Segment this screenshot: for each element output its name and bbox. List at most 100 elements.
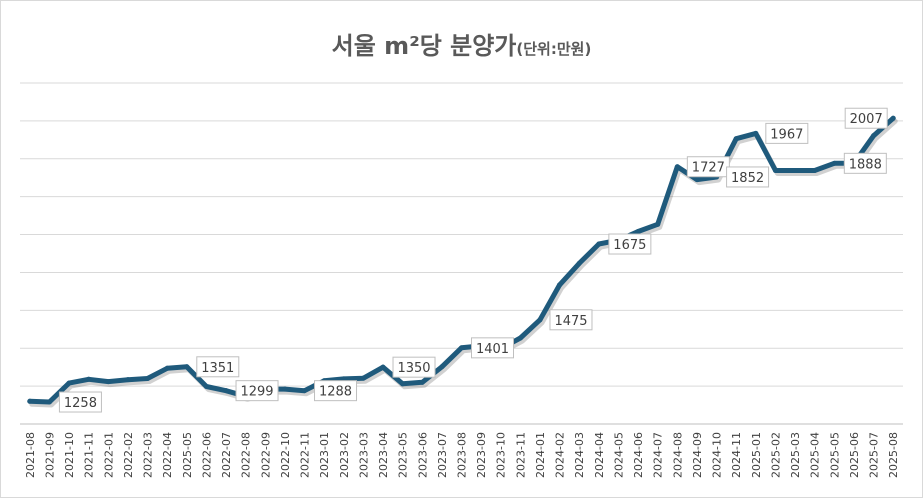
x-tick-label: 2022-11 [299,432,312,478]
data-point [537,317,543,323]
data-point [772,168,778,174]
data-point [400,381,406,387]
x-tick-label: 2025-05 [181,432,194,478]
x-tick-label: 2025-02 [769,432,782,478]
data-label-box [196,356,240,378]
data-point [517,335,523,341]
data-point [223,388,229,394]
x-tick-label: 2022-09 [259,432,272,478]
chart-unit-note: (단위:만원) [516,40,592,58]
data-label: 1288 [319,385,352,400]
data-point [459,345,464,351]
data-label-box [844,107,888,129]
data-point [871,133,877,139]
data-point [439,364,445,370]
data-label: 2007 [850,112,883,127]
data-label-box [726,166,770,188]
data-label-box [471,337,514,359]
x-tick-label: 2022-02 [122,432,135,478]
data-label: 1401 [476,342,509,357]
data-point [733,136,739,142]
x-tick-label: 2022-08 [240,432,253,478]
x-tick-label: 2023-02 [338,432,351,478]
data-point [831,160,837,166]
data-point [635,229,641,235]
data-point [890,115,896,121]
data-point [419,379,425,385]
x-tick-label: 2023-03 [357,432,370,478]
data-point [360,375,366,381]
data-point [380,364,386,370]
data-label-box [843,152,887,174]
x-tick-label: 2025-04 [809,432,822,478]
x-tick-label: 2025-08 [887,432,900,478]
chart-title-block: 서울 m²당 분양가(단위:만원) [0,26,923,61]
data-label: 1350 [397,361,430,376]
x-tick-label: 2024-06 [632,432,645,478]
x-tick-label: 2025-01 [750,432,763,478]
x-tick-label: 2024-03 [573,432,586,478]
x-tick-label: 2024-02 [554,432,567,478]
data-point [655,221,661,227]
data-point [792,168,798,174]
x-tick-label: 2024-07 [652,432,665,478]
data-point [125,377,131,383]
data-label-box [549,309,593,331]
data-point [105,379,111,385]
data-label: 1967 [770,127,803,142]
x-tick-label: 2022-04 [161,432,174,478]
x-tick-label: 2023-04 [377,432,390,478]
x-tick-label: 2024-08 [671,432,684,478]
data-point [812,168,818,174]
data-label-box [392,356,436,378]
x-tick-label: 2022-03 [142,432,155,478]
data-point [694,177,700,183]
x-tick-label: 2025-05 [828,432,841,478]
x-tick-label: 2023-09 [475,432,488,478]
data-label: 1299 [240,385,273,400]
data-label-box [314,380,358,402]
data-point [164,365,170,371]
x-tick-label: 2021-09 [43,432,56,478]
x-tick-label: 2023-01 [318,432,331,478]
x-tick-label: 2024-11 [730,432,743,478]
x-tick-label: 2023-10 [495,432,508,478]
x-tick-label: 2021-10 [63,432,76,478]
data-label: 1852 [731,171,764,186]
x-tick-label: 2022-06 [200,432,213,478]
data-point [576,260,582,266]
data-label: 1888 [849,157,882,172]
data-point [282,386,288,392]
series-line [27,115,896,405]
series-line-shadow [29,118,898,408]
data-label: 1258 [64,396,97,411]
x-tick-label: 2023-05 [397,432,410,478]
data-label: 1675 [613,238,646,253]
data-point [86,376,92,382]
data-point [596,241,602,247]
x-tick-label: 2025-07 [868,432,881,478]
data-point [145,376,151,382]
data-point [27,398,33,404]
data-label-box [765,122,809,144]
x-tick-label: 2024-10 [711,432,724,478]
data-label: 1727 [692,161,725,176]
x-tick-label: 2024-01 [534,432,547,478]
data-label: 1351 [201,361,234,376]
x-tick-label: 2025-03 [789,432,802,478]
x-tick-label: 2022-01 [102,432,115,478]
data-point [557,282,563,288]
x-tick-label: 2024-04 [593,432,606,478]
x-tick-label: 2023-06 [416,432,429,478]
data-point [184,364,190,370]
x-tick-label: 2024-09 [691,432,704,478]
x-tick-label: 2023-07 [436,432,449,478]
x-tick-label: 2023-11 [514,432,527,478]
data-point [302,388,308,394]
chart-title: 서울 m²당 분양가 [331,32,517,60]
x-tick-label: 2023-08 [456,432,469,478]
data-label-box [235,380,279,402]
data-point [46,399,52,405]
data-label-box [608,233,652,255]
